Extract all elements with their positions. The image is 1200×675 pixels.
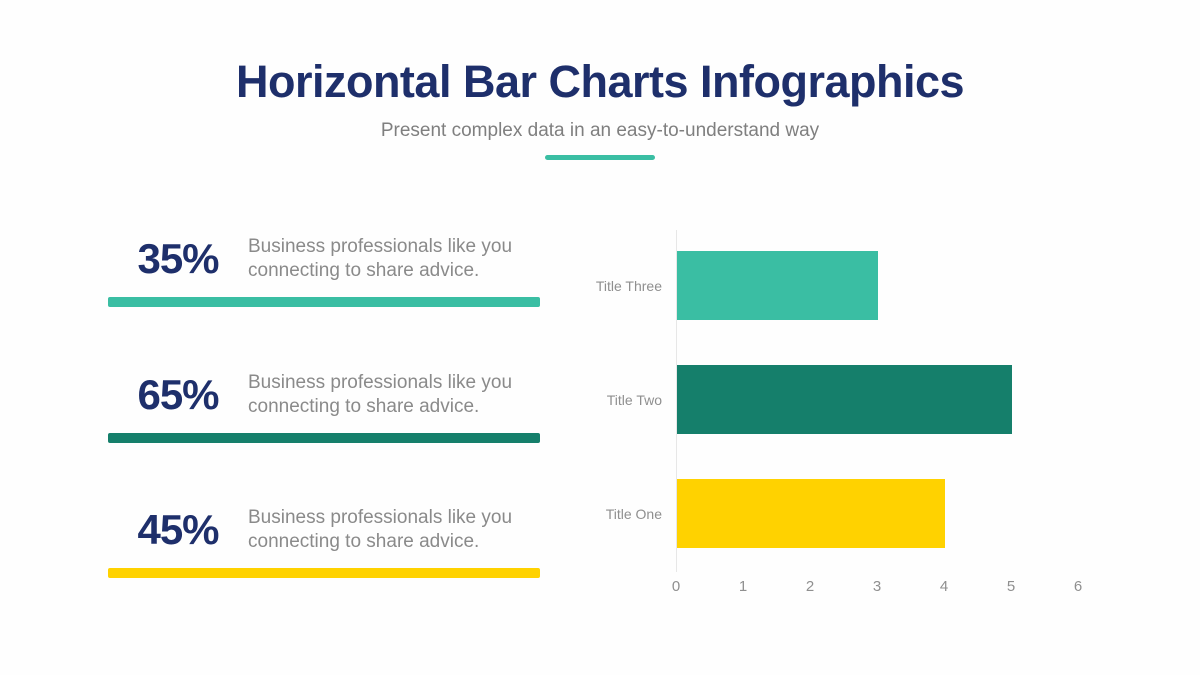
stat-block-65: 65% Business professionals like you conn… [108,361,540,445]
chart-bar [677,365,1012,434]
stat-description-line: Business professionals like you [248,507,513,528]
stat-description-line: connecting to share advice. [248,396,480,417]
chart-bar-row: Title Two [560,365,1160,434]
stat-description-line: connecting to share advice. [248,531,480,552]
stat-percent: 45% [137,506,219,553]
chart-bar [677,251,878,320]
stat-block-45: 45% Business professionals like you conn… [108,496,540,580]
chart-category-label: Title Two [606,391,662,408]
title-divider [545,155,655,160]
stat-underline-bar [108,433,540,443]
stat-percent: 65% [137,371,219,418]
stat-content: 35% Business professionals like you conn… [108,231,540,287]
chart-bar-row: Title Three [560,251,1160,320]
page-title: Horizontal Bar Charts Infographics [235,56,965,107]
stat-description: Business professionals like you connecti… [248,371,540,419]
stat-underline-bar [108,568,540,578]
stat-description-line: connecting to share advice. [248,260,480,281]
chart-category-label: Title One [605,505,662,522]
stat-description: Business professionals like you connecti… [248,235,540,283]
stat-content: 65% Business professionals like you conn… [108,367,540,423]
stat-description-line: Business professionals like you [248,372,513,393]
stat-underline-bar [108,297,540,307]
chart-bar-row: Title One [560,479,1160,548]
stat-description-line: Business professionals like you [248,236,513,257]
stat-content: 45% Business professionals like you conn… [108,502,540,558]
stat-percent: 35% [137,235,219,282]
chart-bar [677,479,945,548]
stat-description: Business professionals like you connecti… [248,506,540,554]
page-subtitle: Present complex data in an easy-to-under… [380,120,820,141]
chart-y-axis-line [676,230,677,572]
stat-block-35: 35% Business professionals like you conn… [108,225,540,309]
chart-category-label: Title Three [595,277,662,294]
